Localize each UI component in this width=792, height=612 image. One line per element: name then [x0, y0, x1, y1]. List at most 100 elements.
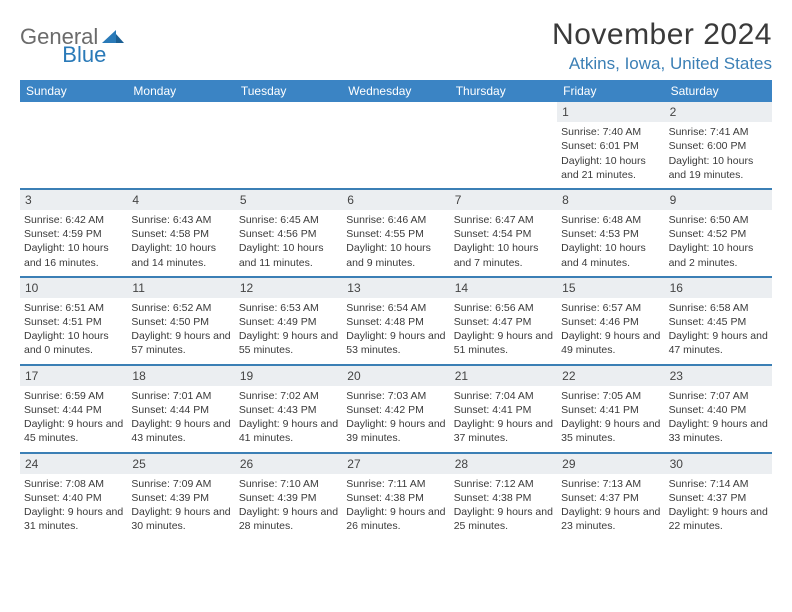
- sunset-line: Sunset: 4:37 PM: [561, 491, 660, 505]
- daylight-line: Daylight: 10 hours and 21 minutes.: [561, 154, 660, 182]
- sunset-line: Sunset: 4:52 PM: [669, 227, 768, 241]
- day-cell: 27Sunrise: 7:11 AMSunset: 4:38 PMDayligh…: [342, 454, 449, 540]
- day-cell: 14Sunrise: 6:56 AMSunset: 4:47 PMDayligh…: [450, 278, 557, 364]
- day-number: 25: [127, 454, 234, 474]
- day-number: 9: [665, 190, 772, 210]
- sunrise-line: Sunrise: 7:08 AM: [24, 477, 123, 491]
- sunrise-line: Sunrise: 7:03 AM: [346, 389, 445, 403]
- sunrise-line: Sunrise: 7:10 AM: [239, 477, 338, 491]
- day-number: 1: [557, 102, 664, 122]
- sunrise-line: Sunrise: 7:13 AM: [561, 477, 660, 491]
- location-label: Atkins, Iowa, United States: [552, 54, 772, 74]
- day-number: 7: [450, 190, 557, 210]
- sunset-line: Sunset: 4:40 PM: [24, 491, 123, 505]
- sunset-line: Sunset: 4:46 PM: [561, 315, 660, 329]
- weekday-tuesday: Tuesday: [235, 80, 342, 102]
- day-number: 29: [557, 454, 664, 474]
- daylight-line: Daylight: 9 hours and 30 minutes.: [131, 505, 230, 533]
- sunset-line: Sunset: 4:58 PM: [131, 227, 230, 241]
- day-cell: 15Sunrise: 6:57 AMSunset: 4:46 PMDayligh…: [557, 278, 664, 364]
- sunset-line: Sunset: 4:59 PM: [24, 227, 123, 241]
- daylight-line: Daylight: 9 hours and 53 minutes.: [346, 329, 445, 357]
- day-number: 16: [665, 278, 772, 298]
- daylight-line: Daylight: 9 hours and 33 minutes.: [669, 417, 768, 445]
- daylight-line: Daylight: 10 hours and 4 minutes.: [561, 241, 660, 269]
- sunrise-line: Sunrise: 7:02 AM: [239, 389, 338, 403]
- daylight-line: Daylight: 10 hours and 0 minutes.: [24, 329, 123, 357]
- weekday-sunday: Sunday: [20, 80, 127, 102]
- sunrise-line: Sunrise: 6:59 AM: [24, 389, 123, 403]
- sunset-line: Sunset: 4:40 PM: [669, 403, 768, 417]
- logo: General Blue: [20, 18, 172, 50]
- day-number: 11: [127, 278, 234, 298]
- sunrise-line: Sunrise: 7:04 AM: [454, 389, 553, 403]
- daylight-line: Daylight: 9 hours and 22 minutes.: [669, 505, 768, 533]
- sunset-line: Sunset: 4:56 PM: [239, 227, 338, 241]
- day-number: 22: [557, 366, 664, 386]
- sunrise-line: Sunrise: 7:11 AM: [346, 477, 445, 491]
- sunrise-line: Sunrise: 6:46 AM: [346, 213, 445, 227]
- sunrise-line: Sunrise: 6:56 AM: [454, 301, 553, 315]
- sunset-line: Sunset: 4:39 PM: [131, 491, 230, 505]
- sunrise-line: Sunrise: 6:42 AM: [24, 213, 123, 227]
- sunset-line: Sunset: 4:48 PM: [346, 315, 445, 329]
- day-cell: 12Sunrise: 6:53 AMSunset: 4:49 PMDayligh…: [235, 278, 342, 364]
- day-number: 23: [665, 366, 772, 386]
- day-cell: 7Sunrise: 6:47 AMSunset: 4:54 PMDaylight…: [450, 190, 557, 276]
- week-row: 1Sunrise: 7:40 AMSunset: 6:01 PMDaylight…: [20, 102, 772, 190]
- daylight-line: Daylight: 9 hours and 35 minutes.: [561, 417, 660, 445]
- daylight-line: Daylight: 9 hours and 23 minutes.: [561, 505, 660, 533]
- daylight-line: Daylight: 9 hours and 51 minutes.: [454, 329, 553, 357]
- sunrise-line: Sunrise: 6:45 AM: [239, 213, 338, 227]
- sunrise-line: Sunrise: 7:14 AM: [669, 477, 768, 491]
- calendar: SundayMondayTuesdayWednesdayThursdayFrid…: [20, 80, 772, 539]
- week-row: 10Sunrise: 6:51 AMSunset: 4:51 PMDayligh…: [20, 278, 772, 366]
- weekday-friday: Friday: [557, 80, 664, 102]
- sunset-line: Sunset: 4:37 PM: [669, 491, 768, 505]
- day-number: 6: [342, 190, 449, 210]
- day-cell: 9 Sunrise: 6:50 AMSunset: 4:52 PMDaylight…: [665, 190, 772, 276]
- day-number: 3: [20, 190, 127, 210]
- daylight-line: Daylight: 9 hours and 47 minutes.: [669, 329, 768, 357]
- day-cell: 16Sunrise: 6:58 AMSunset: 4:45 PMDayligh…: [665, 278, 772, 364]
- day-number: 8: [557, 190, 664, 210]
- sunrise-line: Sunrise: 6:43 AM: [131, 213, 230, 227]
- day-number: 14: [450, 278, 557, 298]
- weekday-wednesday: Wednesday: [342, 80, 449, 102]
- sunset-line: Sunset: 4:53 PM: [561, 227, 660, 241]
- daylight-line: Daylight: 9 hours and 41 minutes.: [239, 417, 338, 445]
- daylight-line: Daylight: 10 hours and 19 minutes.: [669, 154, 768, 182]
- sunset-line: Sunset: 4:55 PM: [346, 227, 445, 241]
- sunset-line: Sunset: 4:44 PM: [131, 403, 230, 417]
- sunset-line: Sunset: 6:00 PM: [669, 139, 768, 153]
- day-cell-empty: [342, 102, 449, 188]
- day-number: 20: [342, 366, 449, 386]
- sunrise-line: Sunrise: 7:01 AM: [131, 389, 230, 403]
- weekday-thursday: Thursday: [450, 80, 557, 102]
- sunset-line: Sunset: 4:41 PM: [561, 403, 660, 417]
- day-cell: 26Sunrise: 7:10 AMSunset: 4:39 PMDayligh…: [235, 454, 342, 540]
- week-row: 17 Sunrise: 6:59 AM Sunset: 4:44 PM Dayligh…: [20, 366, 772, 454]
- sunrise-line: Sunrise: 7:09 AM: [131, 477, 230, 491]
- weeks-container: 1Sunrise: 7:40 AMSunset: 6:01 PMDaylight…: [20, 102, 772, 539]
- day-cell: 22Sunrise: 7:05 AMSunset: 4:41 PMDayligh…: [557, 366, 664, 452]
- day-number: 30: [665, 454, 772, 474]
- sunrise-line: Sunrise: 6:47 AM: [454, 213, 553, 227]
- day-number: 5: [235, 190, 342, 210]
- day-cell: 24Sunrise: 7:08 AMSunset: 4:40 PMDayligh…: [20, 454, 127, 540]
- day-number: 17: [20, 366, 127, 386]
- daylight-line: Daylight: 9 hours and 31 minutes.: [24, 505, 123, 533]
- month-title: November 2024: [552, 18, 772, 52]
- day-cell: 2Sunrise: 7:41 AMSunset: 6:00 PMDaylight…: [665, 102, 772, 188]
- daylight-line: Daylight: 9 hours and 57 minutes.: [131, 329, 230, 357]
- daylight-line: Daylight: 9 hours and 45 minutes.: [24, 417, 123, 445]
- sunset-line: Sunset: 4:54 PM: [454, 227, 553, 241]
- sunrise-line: Sunrise: 6:50 AM: [669, 213, 768, 227]
- sunset-line: Sunset: 4:42 PM: [346, 403, 445, 417]
- sunrise-line: Sunrise: 6:57 AM: [561, 301, 660, 315]
- daylight-line: Daylight: 10 hours and 11 minutes.: [239, 241, 338, 269]
- day-cell: 6Sunrise: 6:46 AMSunset: 4:55 PMDaylight…: [342, 190, 449, 276]
- day-number: 18: [127, 366, 234, 386]
- week-row: 24Sunrise: 7:08 AMSunset: 4:40 PMDayligh…: [20, 454, 772, 540]
- daylight-line: Daylight: 10 hours and 2 minutes.: [669, 241, 768, 269]
